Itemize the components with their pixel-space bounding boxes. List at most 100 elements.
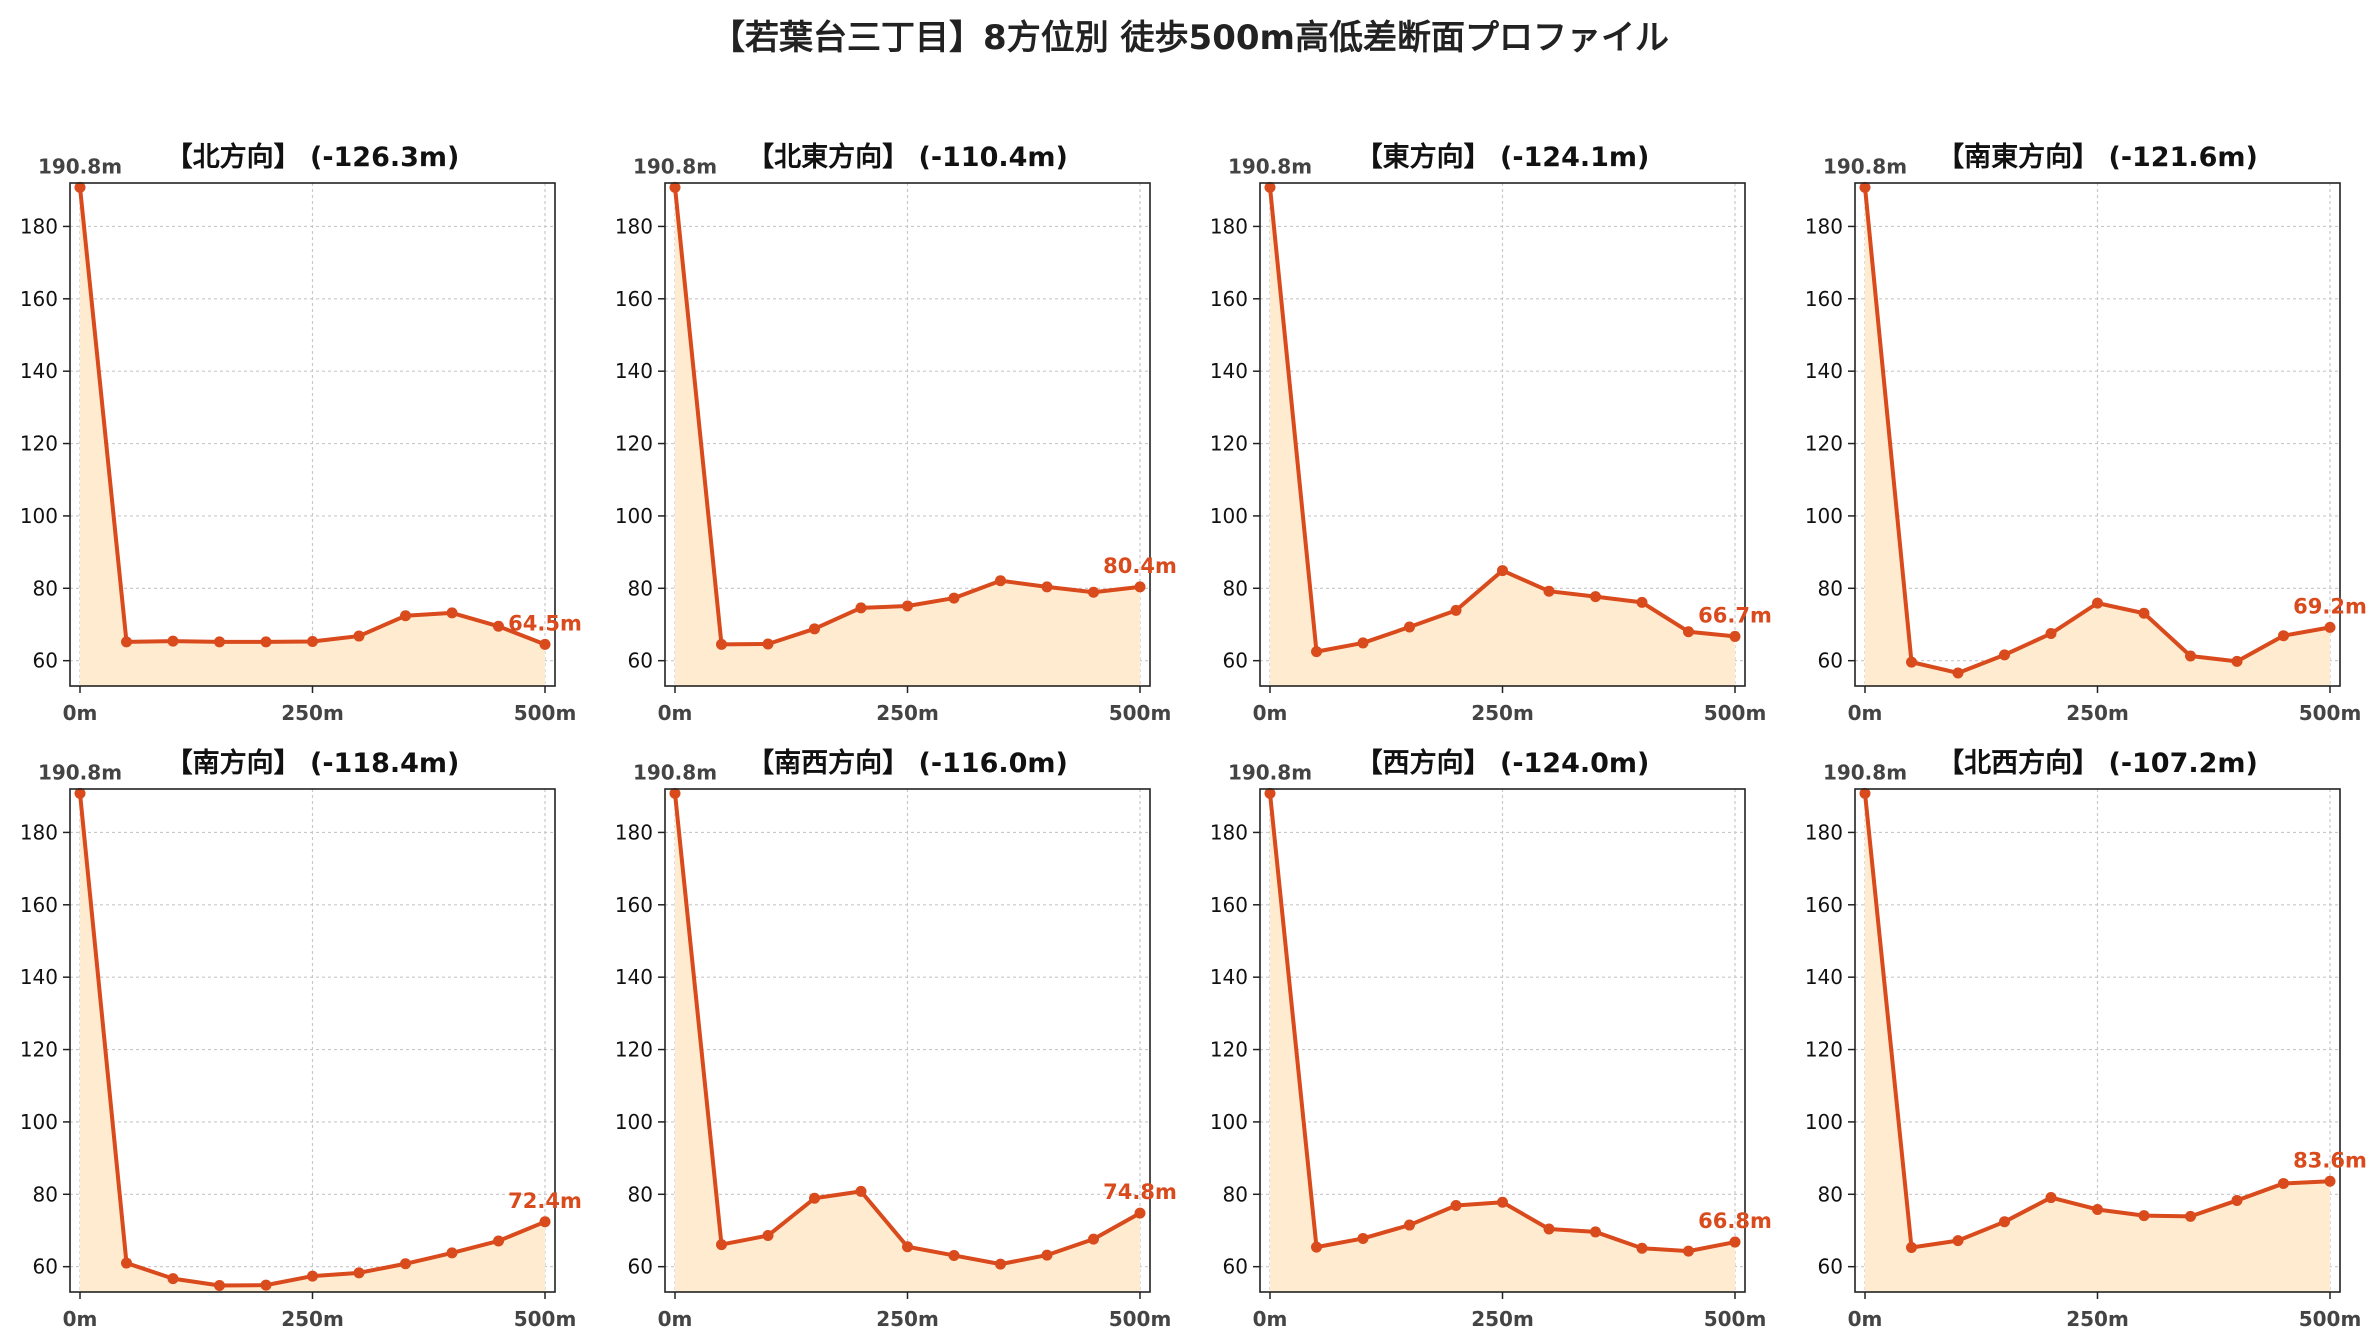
profile-panel: 60 80 100 120 140 160 180 0m 250m 500m 【東方向】 (-124… [1210,141,1772,725]
elevation-point [214,1279,225,1291]
y-tick-label: 160 [1805,893,1843,917]
y-tick-label: 80 [33,576,58,600]
elevation-point [539,638,551,650]
y-tick-label: 140 [1805,359,1843,383]
elevation-point [2324,1175,2336,1187]
elevation-point [1134,1207,1146,1219]
y-tick-label: 80 [628,576,653,600]
x-tick-label: 500m [1704,701,1767,725]
elevation-point [1859,787,1871,799]
y-tick-label: 180 [1210,820,1248,844]
end-elevation-label: 69.2m [2293,594,2367,618]
elevation-point [353,630,365,642]
elevation-point [1543,585,1555,597]
x-tick-label: 500m [514,1307,577,1331]
elevation-point [353,1267,365,1279]
elevation-point [1683,1245,1694,1257]
y-tick-label: 180 [1805,214,1843,238]
elevation-point [446,607,458,619]
elevation-point [214,636,225,648]
y-tick-label: 140 [1805,965,1843,989]
x-tick-label: 0m [63,1307,98,1331]
elevation-point [948,592,960,604]
y-tick-label: 180 [1210,214,1248,238]
end-elevation-label: 83.6m [2293,1148,2367,1172]
x-tick-label: 0m [1253,1307,1288,1331]
panel-title: 【北東方向】 (-110.4m) [747,141,1068,173]
x-tick-label: 250m [281,701,344,725]
x-tick-label: 500m [1109,701,1172,725]
x-tick-label: 250m [1471,1307,1534,1331]
elevation-point [121,1257,132,1269]
panel-title: 【西方向】 (-124.0m) [1356,747,1650,779]
end-elevation-label: 72.4m [508,1189,582,1213]
elevation-point [716,1239,727,1251]
elevation-point [260,636,272,648]
y-tick-label: 100 [1210,504,1248,528]
elevation-point [902,1241,913,1253]
x-tick-label: 250m [281,1307,344,1331]
elevation-point [995,1258,1006,1270]
profile-panel: 60 80 100 120 140 160 180 0m 250m 500m 【南西方向】 (-11… [615,747,1177,1331]
elevation-point [446,1247,458,1259]
elevation-point [669,787,681,799]
start-elevation-label: 190.8m [1228,154,1312,178]
elevation-point [1450,604,1462,616]
elevation-point [1590,591,1601,603]
start-elevation-label: 190.8m [633,154,717,178]
elevation-point [2231,655,2243,667]
y-tick-label: 120 [1805,1038,1843,1062]
elevation-point [1999,1216,2010,1228]
start-label-box [623,759,727,786]
elevation-point [1404,621,1415,633]
y-tick-label: 60 [628,649,653,673]
elevation-point [1636,596,1648,608]
elevation-point [2231,1194,2243,1206]
elevation-point [762,1230,774,1242]
elevation-point [1952,1235,1964,1247]
elevation-area [675,187,1140,686]
panel-title: 【東方向】 (-124.1m) [1356,141,1650,173]
y-tick-label: 80 [1818,576,1843,600]
x-tick-label: 250m [2066,701,2129,725]
elevation-point [1729,630,1741,642]
elevation-point [1450,1200,1462,1212]
elevation-point [2138,1210,2150,1222]
elevation-point [400,1258,411,1270]
y-tick-label: 160 [20,893,58,917]
elevation-point [2092,1203,2103,1215]
elevation-point [2185,1210,2196,1222]
elevation-point [121,636,132,648]
y-tick-label: 60 [628,1255,653,1279]
end-elevation-label: 74.8m [1103,1180,1177,1204]
y-tick-label: 120 [20,432,58,456]
elevation-point [2045,1192,2057,1204]
elevation-point [1357,1232,1369,1244]
y-tick-label: 180 [615,214,653,238]
y-tick-label: 180 [20,214,58,238]
elevation-point [1543,1223,1555,1235]
y-tick-label: 60 [1223,649,1248,673]
elevation-area [1865,793,2330,1292]
y-tick-label: 120 [1210,1038,1248,1062]
elevation-point [539,1216,551,1228]
start-elevation-label: 190.8m [633,760,717,784]
elevation-point [2324,621,2336,633]
profile-panel: 60 80 100 120 140 160 180 0m 250m 500m 【北東方向】 (-11… [615,141,1177,725]
figure-title: 【若葉台三丁目】8方位別 徒歩500m高低差断面プロファイル [711,18,1669,58]
y-tick-label: 100 [1210,1110,1248,1134]
y-tick-label: 80 [1818,1182,1843,1206]
end-elevation-label: 66.7m [1698,603,1772,627]
x-tick-label: 0m [1253,701,1288,725]
elevation-point [1636,1242,1648,1254]
y-tick-label: 180 [615,820,653,844]
y-tick-label: 100 [20,1110,58,1134]
start-elevation-label: 190.8m [1823,154,1907,178]
elevation-point [307,1270,318,1282]
start-elevation-label: 190.8m [1228,760,1312,784]
elevation-point [1311,646,1322,658]
elevation-point [1041,581,1053,593]
x-tick-label: 250m [1471,701,1534,725]
start-label-box [1813,759,1917,786]
